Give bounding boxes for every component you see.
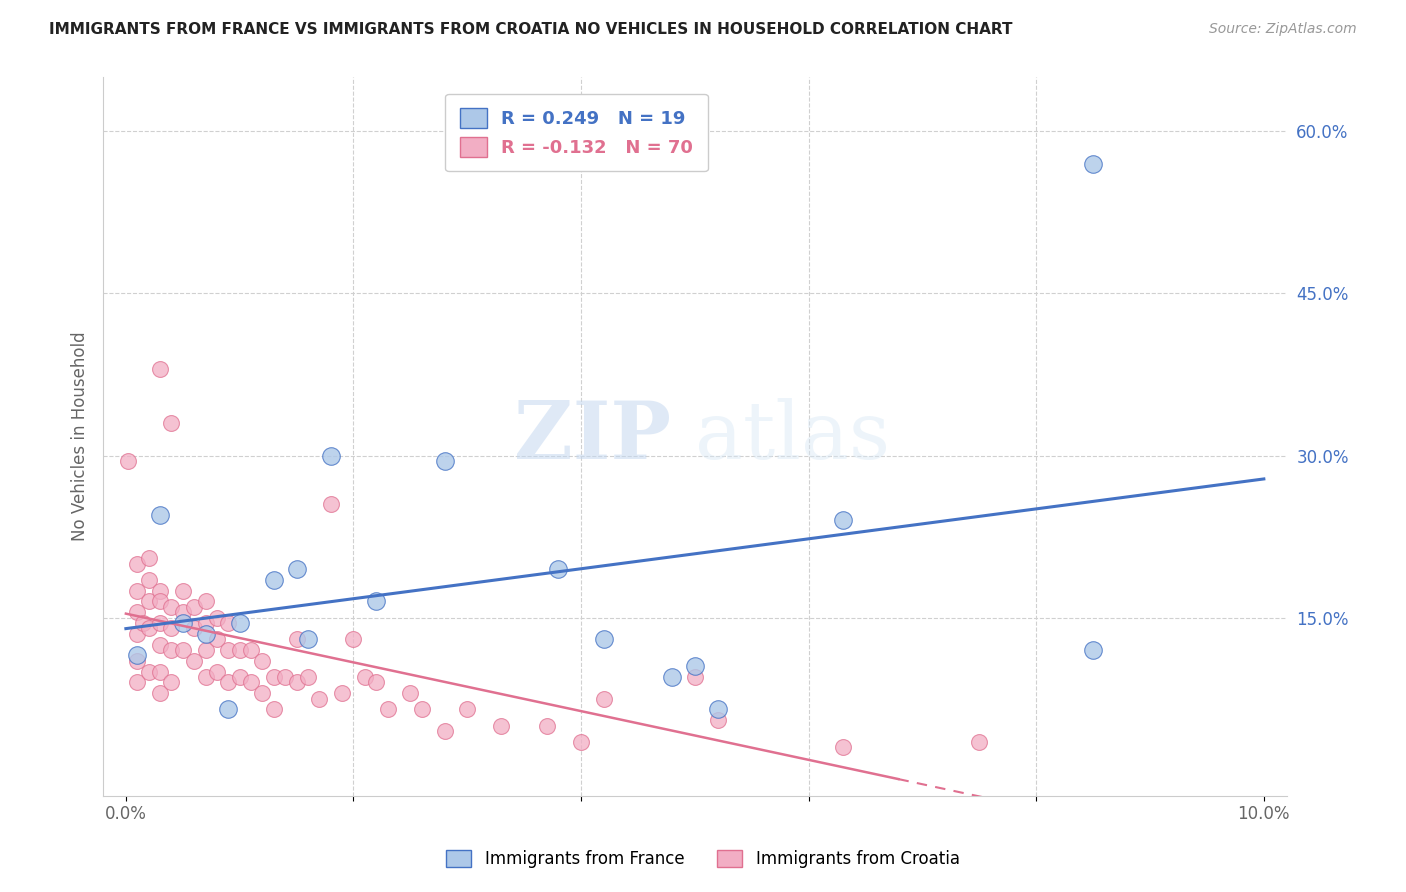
Point bbox=[706, 713, 728, 727]
Point bbox=[228, 643, 250, 657]
Point bbox=[127, 648, 149, 663]
Point bbox=[127, 654, 149, 668]
Point bbox=[217, 615, 239, 630]
Point bbox=[149, 665, 172, 679]
Point bbox=[491, 718, 513, 732]
Point bbox=[661, 670, 683, 684]
Point bbox=[194, 615, 217, 630]
Point bbox=[433, 454, 456, 468]
Point bbox=[263, 702, 285, 716]
Point bbox=[683, 659, 706, 673]
Point bbox=[342, 632, 364, 647]
Point bbox=[377, 702, 399, 716]
Point bbox=[127, 605, 149, 619]
Text: IMMIGRANTS FROM FRANCE VS IMMIGRANTS FROM CROATIA NO VEHICLES IN HOUSEHOLD CORRE: IMMIGRANTS FROM FRANCE VS IMMIGRANTS FRO… bbox=[49, 22, 1012, 37]
Point bbox=[172, 615, 194, 630]
Point bbox=[285, 562, 308, 576]
Point bbox=[149, 638, 172, 652]
Point bbox=[319, 497, 342, 511]
Point bbox=[138, 621, 160, 635]
Point bbox=[183, 621, 205, 635]
Point bbox=[285, 632, 308, 647]
Text: Source: ZipAtlas.com: Source: ZipAtlas.com bbox=[1209, 22, 1357, 37]
Point bbox=[366, 675, 388, 690]
Legend: Immigrants from France, Immigrants from Croatia: Immigrants from France, Immigrants from … bbox=[440, 843, 966, 875]
Point bbox=[149, 594, 172, 608]
Point bbox=[127, 557, 149, 571]
Point bbox=[308, 691, 330, 706]
Point bbox=[263, 670, 285, 684]
Point bbox=[274, 670, 297, 684]
Point bbox=[1081, 157, 1104, 171]
Point bbox=[149, 615, 172, 630]
Point bbox=[297, 632, 319, 647]
Point bbox=[354, 670, 377, 684]
Point bbox=[132, 615, 155, 630]
Point bbox=[285, 675, 308, 690]
Point bbox=[149, 583, 172, 598]
Point bbox=[228, 670, 250, 684]
Point bbox=[592, 632, 614, 647]
Point bbox=[252, 686, 274, 700]
Point bbox=[536, 718, 558, 732]
Point bbox=[183, 654, 205, 668]
Point bbox=[138, 665, 160, 679]
Point bbox=[138, 594, 160, 608]
Point bbox=[547, 562, 569, 576]
Point bbox=[172, 605, 194, 619]
Point bbox=[205, 665, 228, 679]
Point bbox=[240, 643, 263, 657]
Point bbox=[831, 513, 853, 527]
Point bbox=[319, 449, 342, 463]
Point bbox=[252, 654, 274, 668]
Point bbox=[969, 735, 991, 749]
Point bbox=[160, 599, 183, 614]
Point bbox=[217, 702, 239, 716]
Text: ZIP: ZIP bbox=[515, 398, 671, 475]
Point bbox=[411, 702, 433, 716]
Point bbox=[1081, 643, 1104, 657]
Point bbox=[205, 610, 228, 624]
Point bbox=[160, 621, 183, 635]
Point bbox=[399, 686, 422, 700]
Point bbox=[683, 670, 706, 684]
Point bbox=[127, 675, 149, 690]
Point bbox=[433, 723, 456, 738]
Point bbox=[297, 670, 319, 684]
Point bbox=[194, 626, 217, 640]
Y-axis label: No Vehicles in Household: No Vehicles in Household bbox=[72, 332, 89, 541]
Point bbox=[263, 573, 285, 587]
Point bbox=[205, 632, 228, 647]
Point bbox=[194, 594, 217, 608]
Point bbox=[194, 670, 217, 684]
Point bbox=[183, 599, 205, 614]
Point bbox=[127, 626, 149, 640]
Point bbox=[240, 675, 263, 690]
Point bbox=[706, 702, 728, 716]
Point bbox=[117, 454, 139, 468]
Point bbox=[138, 573, 160, 587]
Point bbox=[160, 675, 183, 690]
Point bbox=[569, 735, 592, 749]
Point bbox=[127, 583, 149, 598]
Text: atlas: atlas bbox=[695, 398, 890, 475]
Point bbox=[149, 362, 172, 376]
Point bbox=[160, 416, 183, 430]
Point bbox=[217, 643, 239, 657]
Point bbox=[592, 691, 614, 706]
Point bbox=[149, 686, 172, 700]
Point bbox=[172, 643, 194, 657]
Point bbox=[330, 686, 353, 700]
Point bbox=[831, 740, 853, 755]
Point bbox=[366, 594, 388, 608]
Point bbox=[172, 583, 194, 598]
Point bbox=[160, 643, 183, 657]
Point bbox=[456, 702, 478, 716]
Point bbox=[149, 508, 172, 522]
Legend: R = 0.249   N = 19, R = -0.132   N = 70: R = 0.249 N = 19, R = -0.132 N = 70 bbox=[446, 94, 707, 171]
Point bbox=[217, 675, 239, 690]
Point bbox=[138, 551, 160, 566]
Point bbox=[194, 643, 217, 657]
Point bbox=[228, 615, 250, 630]
